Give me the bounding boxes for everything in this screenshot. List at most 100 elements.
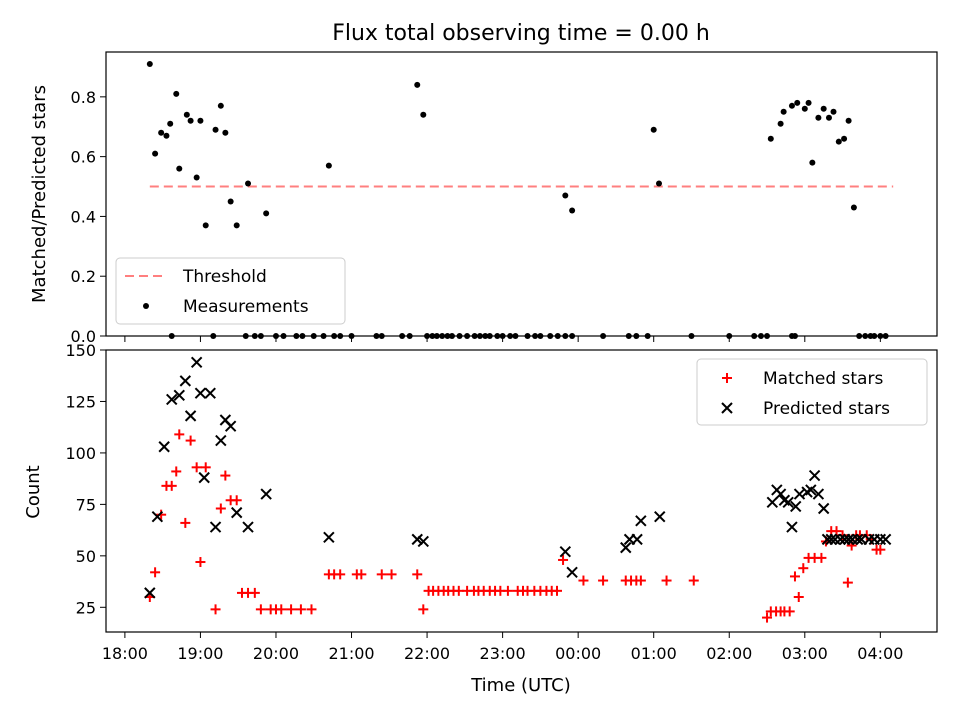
predicted-star-point [215, 434, 227, 447]
predicted-star-point [151, 511, 164, 523]
x-tick-label: 18:00 [102, 644, 148, 663]
measurement-point [251, 333, 258, 339]
predicted-star-point [323, 531, 335, 544]
measurement-point [850, 204, 857, 211]
x-tick-label: 21:00 [328, 644, 374, 663]
matched-star-point [816, 552, 827, 563]
measurement-point [882, 333, 889, 339]
legend-measurement-swatch [143, 303, 149, 309]
measurement-point [532, 333, 539, 339]
matched-star-point [578, 575, 589, 586]
measurement-point [414, 81, 421, 88]
predicted-star-point [417, 535, 429, 548]
predicted-star-point [805, 484, 817, 496]
matched-star-point [661, 575, 672, 586]
measurement-point [263, 210, 270, 217]
predicted-star-point [559, 546, 572, 558]
measurement-point [499, 333, 506, 339]
legend-matched-label: Matched stars [763, 369, 883, 389]
predicted-star-point [631, 533, 643, 546]
x-tick-label: 00:00 [555, 644, 601, 663]
legend-box [115, 257, 346, 325]
top-y-axis-label: Matched/Predicted stars [29, 85, 50, 303]
matched-star-point [156, 509, 167, 520]
matched-star-point [286, 604, 297, 615]
predicted-star-point [204, 387, 216, 399]
predicted-star-point [817, 502, 830, 515]
measurement-point [233, 222, 240, 229]
measurement-point [688, 333, 695, 339]
measurement-point [845, 117, 852, 124]
measurement-point [325, 162, 332, 169]
measurement-point [373, 333, 380, 339]
measurement-point [476, 333, 483, 339]
measurement-point [217, 102, 224, 109]
predicted-star-point [184, 410, 197, 422]
matched-star-point [171, 466, 182, 477]
measurement-point [655, 180, 662, 187]
matched-star-point [784, 606, 795, 617]
matched-star-point [180, 517, 191, 528]
measurement-point [600, 333, 607, 339]
measurement-point [272, 333, 279, 339]
measurement-point [494, 333, 501, 339]
measurement-point [524, 333, 531, 339]
predicted-star-point [825, 533, 837, 546]
top-plot-area: 0.0 0.2 0.4 0.6 0.8 Threshold Measurements [71, 51, 938, 346]
measurement-point [830, 108, 837, 115]
measurement-point [187, 117, 194, 124]
measurement-point [227, 198, 234, 205]
measurement-point [650, 126, 657, 133]
measurement-point [222, 129, 229, 136]
measurement-point [877, 333, 884, 339]
measurement-point [348, 333, 355, 339]
measurement-point [158, 129, 165, 136]
matched-star-point [150, 567, 161, 578]
x-tick-label: 20:00 [253, 644, 299, 663]
measurement-point [825, 114, 832, 121]
matched-star-point [762, 612, 773, 623]
top-legend: Threshold Measurements [115, 257, 346, 325]
matched-star-point [688, 575, 699, 586]
matched-star-point [306, 604, 317, 615]
measurement-point [871, 333, 878, 339]
measurement-point [569, 333, 576, 339]
measurement-point [146, 60, 153, 67]
predicted-star-point [260, 488, 272, 500]
measurement-point [173, 90, 180, 97]
measurement-point [429, 333, 436, 339]
x-tick-label: 02:00 [706, 644, 752, 663]
measurement-point [562, 192, 569, 199]
measurement-point [444, 333, 451, 339]
measurement-point [433, 333, 440, 339]
x-tick-label: 03:00 [782, 644, 828, 663]
predicted-star-point [834, 533, 847, 546]
measurement-point [424, 333, 431, 339]
measurement-point [780, 108, 787, 115]
x-tick-label: 19:00 [177, 644, 223, 663]
measurement-point [168, 333, 175, 339]
measurement-point [176, 165, 183, 172]
legend-box [696, 358, 928, 426]
measurement-point [299, 333, 306, 339]
matched-star-point [842, 577, 853, 588]
matched-star-point [200, 462, 211, 473]
measurement-point [809, 159, 816, 166]
measurement-point [805, 99, 812, 106]
x-tick-label: 22:00 [404, 644, 450, 663]
measurement-point [210, 333, 217, 339]
matched-star-point [231, 495, 242, 506]
legend-predicted-swatch [721, 402, 733, 414]
predicted-star-point [879, 533, 892, 546]
x-tick-label: 23:00 [480, 644, 526, 663]
matched-star-point [798, 563, 809, 574]
predicted-star-point [194, 387, 207, 399]
measurement-point [820, 105, 827, 112]
predicted-star-point [808, 469, 821, 482]
measurement-point [644, 333, 651, 339]
predicted-star-point [790, 500, 802, 513]
matched-star-point [276, 604, 287, 615]
y-tick-label: 0.4 [71, 207, 96, 226]
y-tick-label: 0.0 [71, 327, 96, 346]
measurement-point [841, 135, 848, 142]
